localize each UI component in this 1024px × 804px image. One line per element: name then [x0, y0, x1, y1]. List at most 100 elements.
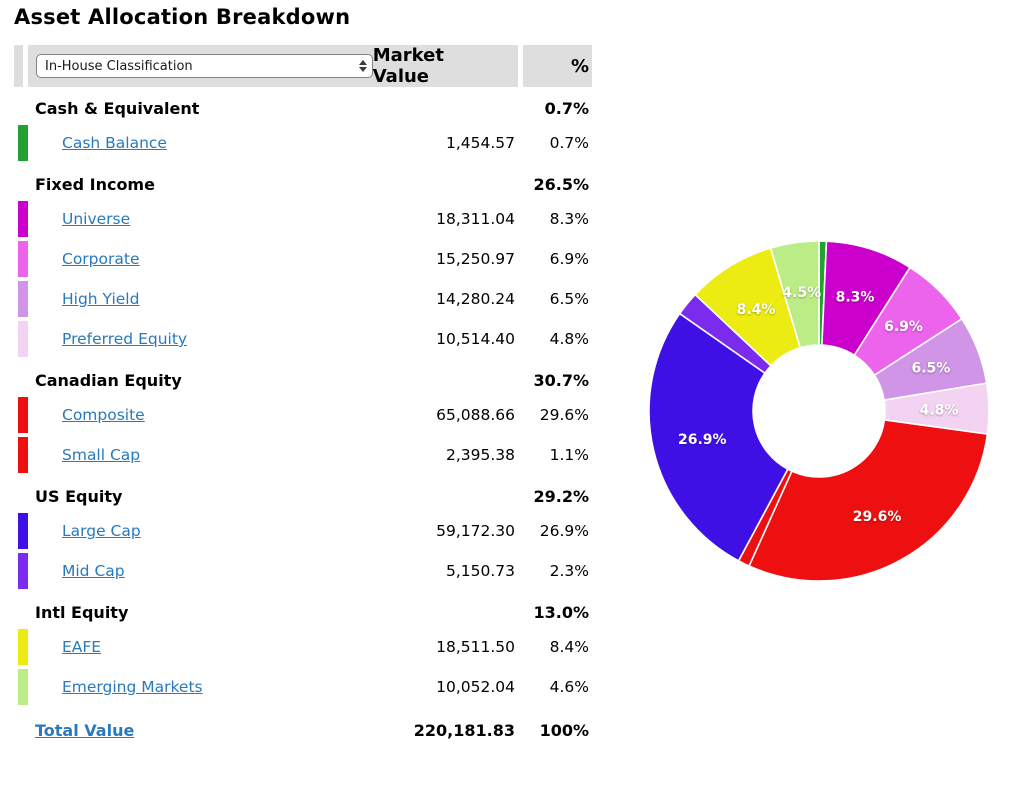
asset-link-small-cap[interactable]: Small Cap — [62, 446, 141, 464]
table-row-universe: Universe 18,311.04 8.3% — [14, 199, 592, 239]
asset-link-composite[interactable]: Composite — [62, 406, 145, 424]
donut-slice-label-large-cap: 26.9% — [678, 432, 727, 448]
table-row-high-yield: High Yield 14,280.24 6.5% — [14, 279, 592, 319]
table-row-composite: Composite 65,088.66 29.6% — [14, 395, 592, 435]
total-value-link[interactable]: Total Value — [35, 720, 135, 740]
header-spacer-cell — [14, 45, 23, 87]
header-main-cell: In-House Classification Market Value — [28, 45, 518, 87]
donut-slice-label-eafe: 8.4% — [737, 302, 776, 318]
category-percent: 0.7% — [544, 98, 589, 118]
market-value: 15,250.97 — [436, 250, 515, 268]
category-row-cash-equivalent: Cash & Equivalent 0.7% — [14, 93, 592, 123]
color-swatch-composite — [18, 397, 28, 433]
asset-link-emerging-markets[interactable]: Emerging Markets — [62, 678, 203, 696]
table-row-corporate: Corporate 15,250.97 6.9% — [14, 239, 592, 279]
classification-select-value: In-House Classification — [45, 58, 193, 74]
percent-value: 4.8% — [549, 330, 589, 348]
donut-slice-label-universe: 8.3% — [836, 290, 875, 306]
asset-link-large-cap[interactable]: Large Cap — [62, 522, 141, 540]
table-row-eafe: EAFE 18,511.50 8.4% — [14, 627, 592, 667]
color-swatch-universe — [18, 201, 28, 237]
asset-link-eafe[interactable]: EAFE — [62, 638, 102, 656]
table-row-large-cap: Large Cap 59,172.30 26.9% — [14, 511, 592, 551]
table-header-row: In-House Classification Market Value % — [14, 45, 592, 87]
percent-value: 1.1% — [549, 446, 589, 464]
donut-slice-label-preferred-equity: 4.8% — [920, 402, 959, 418]
category-label: Canadian Equity — [35, 370, 182, 390]
table-body: Cash & Equivalent 0.7% Cash Balance 1,454.5… — [14, 93, 592, 707]
select-stepper-icon — [358, 60, 367, 72]
asset-link-cash-balance[interactable]: Cash Balance — [62, 134, 167, 152]
stepper-down-arrow-icon — [358, 67, 367, 72]
donut-slice-label-high-yield: 6.5% — [911, 361, 950, 377]
total-row-spacer — [14, 713, 23, 747]
market-value: 10,052.04 — [436, 678, 515, 696]
category-row-intl-equity: Intl Equity 13.0% — [14, 597, 592, 627]
percent-value: 6.9% — [549, 250, 589, 268]
asset-link-mid-cap[interactable]: Mid Cap — [62, 562, 125, 580]
donut-slice-label-corporate: 6.9% — [884, 319, 923, 335]
allocation-table: In-House Classification Market Value % C… — [14, 45, 592, 747]
asset-allocation-donut-chart: 8.3% 6.9% 6.5% 4.8% 29.6% 26.9% 8.4% 4.5% — [637, 229, 1001, 593]
category-row-spacer — [14, 169, 23, 199]
market-value: 59,172.30 — [436, 522, 515, 540]
table-row-preferred-equity: Preferred Equity 10,514.40 4.8% — [14, 319, 592, 359]
table-row-emerging-markets: Emerging Markets 10,052.04 4.6% — [14, 667, 592, 707]
donut-slice-large-cap — [648, 312, 789, 562]
page-title: Asset Allocation Breakdown — [14, 5, 351, 29]
category-percent: 26.5% — [533, 174, 589, 194]
market-value: 18,311.04 — [436, 210, 515, 228]
table-row-small-cap: Small Cap 2,395.38 1.1% — [14, 435, 592, 475]
column-header-market-value: Market Value — [372, 45, 444, 87]
total-row: Total Value 220,181.83 100% — [14, 713, 592, 747]
donut-chart-svg: 8.3% 6.9% 6.5% 4.8% 29.6% 26.9% 8.4% 4.5% — [648, 240, 990, 582]
total-percent: 100% — [539, 720, 589, 740]
color-swatch-small-cap — [18, 437, 28, 473]
category-row-spacer — [14, 597, 23, 627]
category-row-fixed-income: Fixed Income 26.5% — [14, 169, 592, 199]
percent-value: 2.3% — [549, 562, 589, 580]
color-swatch-corporate — [18, 241, 28, 277]
color-swatch-preferred-equity — [18, 321, 28, 357]
stepper-up-arrow-icon — [358, 60, 367, 65]
market-value: 10,514.40 — [436, 330, 515, 348]
table-row-cash-balance: Cash Balance 1,454.57 0.7% — [14, 123, 592, 163]
category-label: Cash & Equivalent — [35, 98, 200, 118]
percent-value: 6.5% — [549, 290, 589, 308]
table-row-mid-cap: Mid Cap 5,150.73 2.3% — [14, 551, 592, 591]
market-value: 2,395.38 — [445, 446, 515, 464]
market-value: 18,511.50 — [436, 638, 515, 656]
color-swatch-large-cap — [18, 513, 28, 549]
market-value: 1,454.57 — [445, 134, 515, 152]
market-value: 5,150.73 — [445, 562, 515, 580]
asset-link-corporate[interactable]: Corporate — [62, 250, 140, 268]
percent-value: 29.6% — [539, 406, 589, 424]
column-header-percent: % — [523, 45, 592, 87]
category-row-spacer — [14, 481, 23, 511]
color-swatch-cash-balance — [18, 125, 28, 161]
donut-slice-composite — [748, 419, 989, 582]
asset-link-high-yield[interactable]: High Yield — [62, 290, 140, 308]
category-percent: 13.0% — [533, 602, 589, 622]
category-row-canadian-equity: Canadian Equity 30.7% — [14, 365, 592, 395]
donut-slice-label-emerging-markets: 4.5% — [782, 285, 821, 301]
color-swatch-high-yield — [18, 281, 28, 317]
category-percent: 29.2% — [533, 486, 589, 506]
market-value: 14,280.24 — [436, 290, 515, 308]
asset-link-preferred-equity[interactable]: Preferred Equity — [62, 330, 188, 348]
category-percent: 30.7% — [533, 370, 589, 390]
asset-link-universe[interactable]: Universe — [62, 210, 131, 228]
market-value: 65,088.66 — [436, 406, 515, 424]
percent-value: 8.3% — [549, 210, 589, 228]
color-swatch-eafe — [18, 629, 28, 665]
percent-value: 0.7% — [549, 134, 589, 152]
category-row-spacer — [14, 365, 23, 395]
category-row-us-equity: US Equity 29.2% — [14, 481, 592, 511]
percent-value: 4.6% — [549, 678, 589, 696]
classification-select[interactable]: In-House Classification — [36, 54, 373, 78]
percent-value: 8.4% — [549, 638, 589, 656]
category-label: US Equity — [35, 486, 123, 506]
donut-slice-emerging-markets — [769, 240, 820, 349]
color-swatch-emerging-markets — [18, 669, 28, 705]
percent-value: 26.9% — [539, 522, 589, 540]
